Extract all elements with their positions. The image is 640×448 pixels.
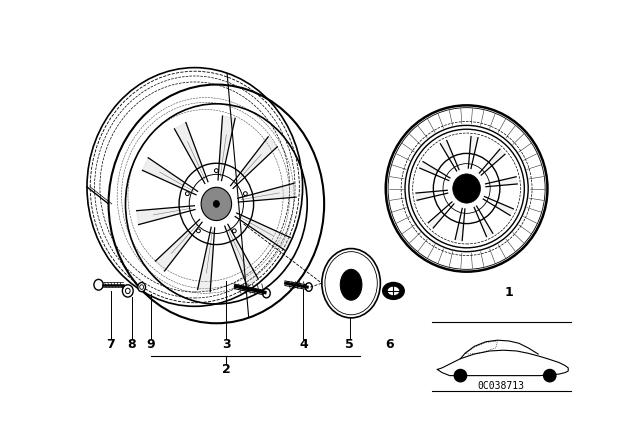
Polygon shape	[440, 141, 459, 171]
Ellipse shape	[383, 282, 404, 299]
Polygon shape	[416, 190, 448, 200]
Ellipse shape	[387, 286, 399, 296]
Polygon shape	[428, 202, 454, 228]
Ellipse shape	[94, 280, 103, 290]
Polygon shape	[474, 206, 493, 237]
Polygon shape	[455, 208, 465, 241]
Text: 7: 7	[106, 338, 115, 351]
Polygon shape	[237, 183, 296, 202]
Ellipse shape	[305, 283, 312, 291]
Ellipse shape	[262, 289, 270, 298]
Polygon shape	[483, 197, 513, 215]
Text: 3: 3	[222, 338, 230, 351]
Ellipse shape	[322, 249, 380, 318]
Text: 1: 1	[504, 286, 513, 299]
Text: 0C038713: 0C038713	[477, 381, 525, 392]
Circle shape	[454, 370, 467, 382]
Polygon shape	[486, 177, 517, 187]
Text: 2: 2	[222, 363, 231, 376]
Polygon shape	[235, 213, 291, 250]
Text: 6: 6	[385, 338, 394, 351]
Ellipse shape	[452, 174, 481, 203]
Ellipse shape	[122, 285, 133, 297]
Ellipse shape	[138, 282, 145, 292]
Polygon shape	[175, 122, 208, 183]
Ellipse shape	[201, 187, 232, 220]
Polygon shape	[198, 227, 214, 292]
Text: 9: 9	[147, 338, 156, 351]
Ellipse shape	[433, 153, 500, 224]
Polygon shape	[156, 220, 202, 271]
Ellipse shape	[340, 269, 362, 300]
Polygon shape	[136, 206, 195, 224]
Circle shape	[543, 370, 556, 382]
Text: 5: 5	[345, 338, 354, 351]
Polygon shape	[420, 162, 450, 181]
Text: 8: 8	[127, 338, 136, 351]
Polygon shape	[230, 137, 277, 188]
Polygon shape	[218, 116, 235, 181]
Polygon shape	[225, 224, 258, 285]
Text: 4: 4	[299, 338, 308, 351]
Polygon shape	[468, 137, 478, 168]
Ellipse shape	[405, 125, 528, 252]
Ellipse shape	[179, 163, 253, 245]
Polygon shape	[143, 158, 198, 195]
Ellipse shape	[213, 200, 220, 207]
Polygon shape	[479, 149, 505, 175]
